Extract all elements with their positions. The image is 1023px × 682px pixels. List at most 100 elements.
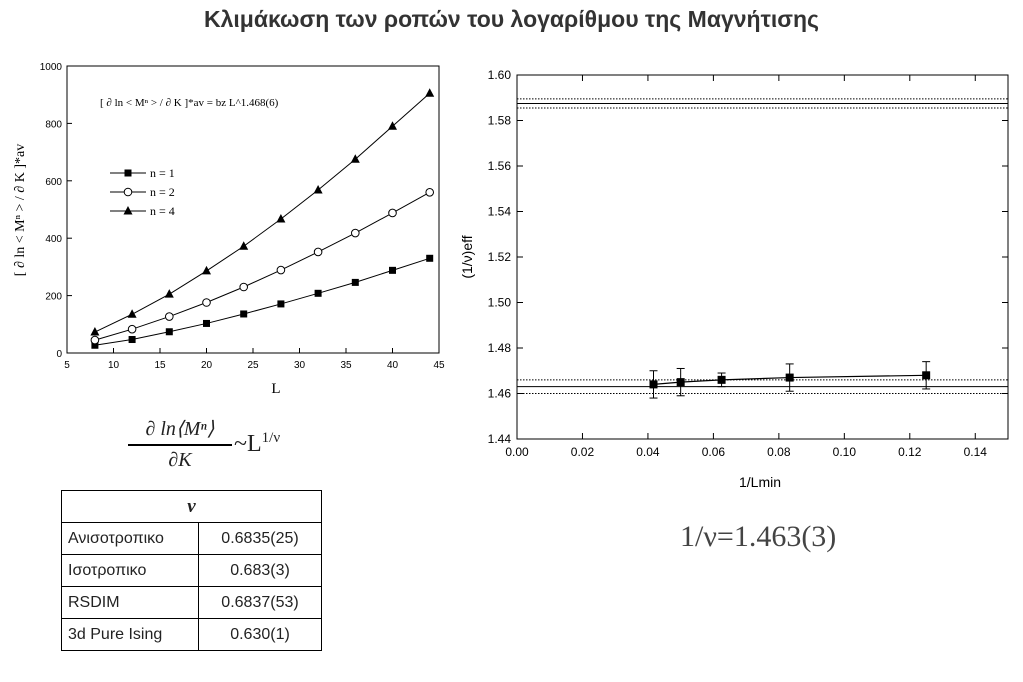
table-row-label: 3d Pure Ising xyxy=(61,618,199,651)
marker-triangle xyxy=(123,206,133,215)
series-line xyxy=(94,257,430,346)
page-title: Κλιμάκωση των ροπών του λογαρίθμου της Μ… xyxy=(203,6,819,32)
right-x-tick-label: 0.06 xyxy=(702,445,726,459)
formula-fraction-bar xyxy=(128,444,232,446)
table-header-row: ν xyxy=(61,490,322,523)
left-x-tick-label: 35 xyxy=(340,360,352,371)
left-series-group xyxy=(90,88,435,349)
left-x-tick-label: 10 xyxy=(108,360,120,371)
right-x-tick-label: 0.10 xyxy=(833,445,857,459)
right-y-tick-label: 1.58 xyxy=(488,114,512,128)
table-row-label: Ισοτροπικο xyxy=(61,554,199,587)
right-axis-ticks: 0.00 0.02 0.04 0.06 0.08 0.10 0.12 0.14 1.44 1.46… xyxy=(488,68,1008,459)
left-axis-ticks: 5 10 15 20 25 30 35 40 45 0 200 400 600 800 1000 xyxy=(40,62,445,371)
data-point xyxy=(922,371,931,380)
right-x-tick-label: 0.12 xyxy=(898,445,922,459)
left-annotation: [ ∂ ln < Mⁿ > / ∂ K ]*av = bz L^1.468(6) xyxy=(100,97,279,109)
legend-label: n = 4 xyxy=(150,204,175,218)
right-x-tick-label: 0.02 xyxy=(571,445,595,459)
left-x-tick-label: 5 xyxy=(64,360,70,371)
formula-fraction: ∂ ln⟨Mⁿ⟩ ∂K xyxy=(128,416,232,472)
left-xlabel: L xyxy=(271,381,280,397)
data-point xyxy=(717,375,726,384)
left-x-tick-label: 45 xyxy=(433,360,445,371)
table-row-label: RSDIM xyxy=(61,586,199,619)
data-point xyxy=(676,378,685,387)
scaling-formula: ∂ ln⟨Mⁿ⟩ ∂K ~L1/ν xyxy=(128,416,328,476)
left-x-tick-label: 15 xyxy=(154,360,166,371)
marker-square xyxy=(165,328,173,336)
marker-triangle xyxy=(127,309,137,318)
marker-circle xyxy=(388,208,397,218)
formula-numerator: ∂ ln⟨Mⁿ⟩ xyxy=(145,418,215,440)
marker-square xyxy=(426,254,434,262)
right-x-tick-label: 0.04 xyxy=(636,445,660,459)
marker-circle xyxy=(425,187,435,197)
table-row: RSDIM 0.6837(53) xyxy=(61,586,322,619)
right-reference-lines xyxy=(517,98,1008,394)
left-y-tick-label: 1000 xyxy=(40,62,63,73)
formula-denominator: ∂K xyxy=(168,449,192,471)
marker-square xyxy=(240,310,248,318)
table-row-label: Ανισοτροπικο xyxy=(61,522,199,555)
marker-triangle xyxy=(239,241,249,250)
marker-square xyxy=(128,336,136,344)
right-y-tick-label: 1.44 xyxy=(488,432,512,446)
formula-rhs: ~L1/ν xyxy=(234,430,280,458)
table-row-value: 0.6835(25) xyxy=(198,522,322,555)
table-header: ν xyxy=(61,490,322,523)
marker-circle xyxy=(127,324,137,334)
right-xlabel: 1/Lmin xyxy=(739,474,781,490)
marker-triangle xyxy=(313,184,323,194)
marker-square xyxy=(124,169,132,177)
left-y-tick-label: 600 xyxy=(45,177,62,188)
right-y-tick-label: 1.46 xyxy=(488,387,512,401)
formula-rhs-base: ~L xyxy=(234,431,262,457)
right-data-points xyxy=(649,361,931,399)
left-legend: n = 1 n = 2 n = 4 xyxy=(110,166,175,218)
marker-triangle xyxy=(388,121,397,130)
marker-square xyxy=(389,266,396,274)
right-x-tick-label: 0.00 xyxy=(505,445,529,459)
left-chart: 5 10 15 20 25 30 35 40 45 0 200 400 600 800 1000 L [ ∂… xyxy=(13,62,445,397)
left-x-tick-label: 25 xyxy=(247,360,259,371)
left-x-tick-label: 30 xyxy=(294,360,306,371)
marker-circle xyxy=(202,298,211,307)
right-x-tick-label: 0.14 xyxy=(964,445,988,459)
legend-label: n = 1 xyxy=(150,166,175,180)
left-ylabel: [ ∂ ln < Mⁿ > / ∂ K ]*av xyxy=(13,144,28,276)
table-row: Ανισοτροπικο 0.6835(25) xyxy=(61,522,322,555)
marker-square xyxy=(314,289,322,297)
right-y-tick-label: 1.60 xyxy=(488,68,512,82)
marker-triangle xyxy=(164,289,174,298)
right-chart: 0.00 0.02 0.04 0.06 0.08 0.10 0.12 0.14 1.44 1.46… xyxy=(459,68,1009,490)
right-ylabel: (1/ν)eff xyxy=(459,235,475,278)
table-row-value: 0.6837(53) xyxy=(198,586,322,619)
marker-triangle xyxy=(425,88,435,97)
nu-comparison-table: ν Ανισοτροπικο 0.6835(25) Ισοτροπικο 0.6… xyxy=(61,490,322,651)
left-y-tick-label: 0 xyxy=(56,349,62,360)
right-y-tick-label: 1.56 xyxy=(488,159,512,173)
marker-circle xyxy=(90,335,100,345)
legend-label: n = 2 xyxy=(150,185,175,199)
marker-square xyxy=(91,341,99,349)
right-y-tick-label: 1.50 xyxy=(488,296,512,310)
data-point xyxy=(785,373,794,382)
right-y-tick-label: 1.52 xyxy=(488,250,512,264)
marker-square xyxy=(351,278,359,286)
table-row-value: 0.683(3) xyxy=(198,554,322,587)
formula-exponent: 1/ν xyxy=(261,430,281,446)
marker-square xyxy=(203,319,210,327)
right-x-tick-label: 0.08 xyxy=(767,445,791,459)
marker-triangle xyxy=(202,265,211,275)
marker-triangle xyxy=(276,213,286,223)
marker-triangle xyxy=(350,154,360,163)
marker-triangle xyxy=(90,327,100,336)
left-y-tick-label: 400 xyxy=(45,234,62,245)
left-x-tick-label: 40 xyxy=(387,360,399,371)
left-y-tick-label: 200 xyxy=(45,292,62,303)
data-point xyxy=(649,380,658,389)
marker-circle xyxy=(239,282,248,292)
marker-circle xyxy=(276,265,286,275)
